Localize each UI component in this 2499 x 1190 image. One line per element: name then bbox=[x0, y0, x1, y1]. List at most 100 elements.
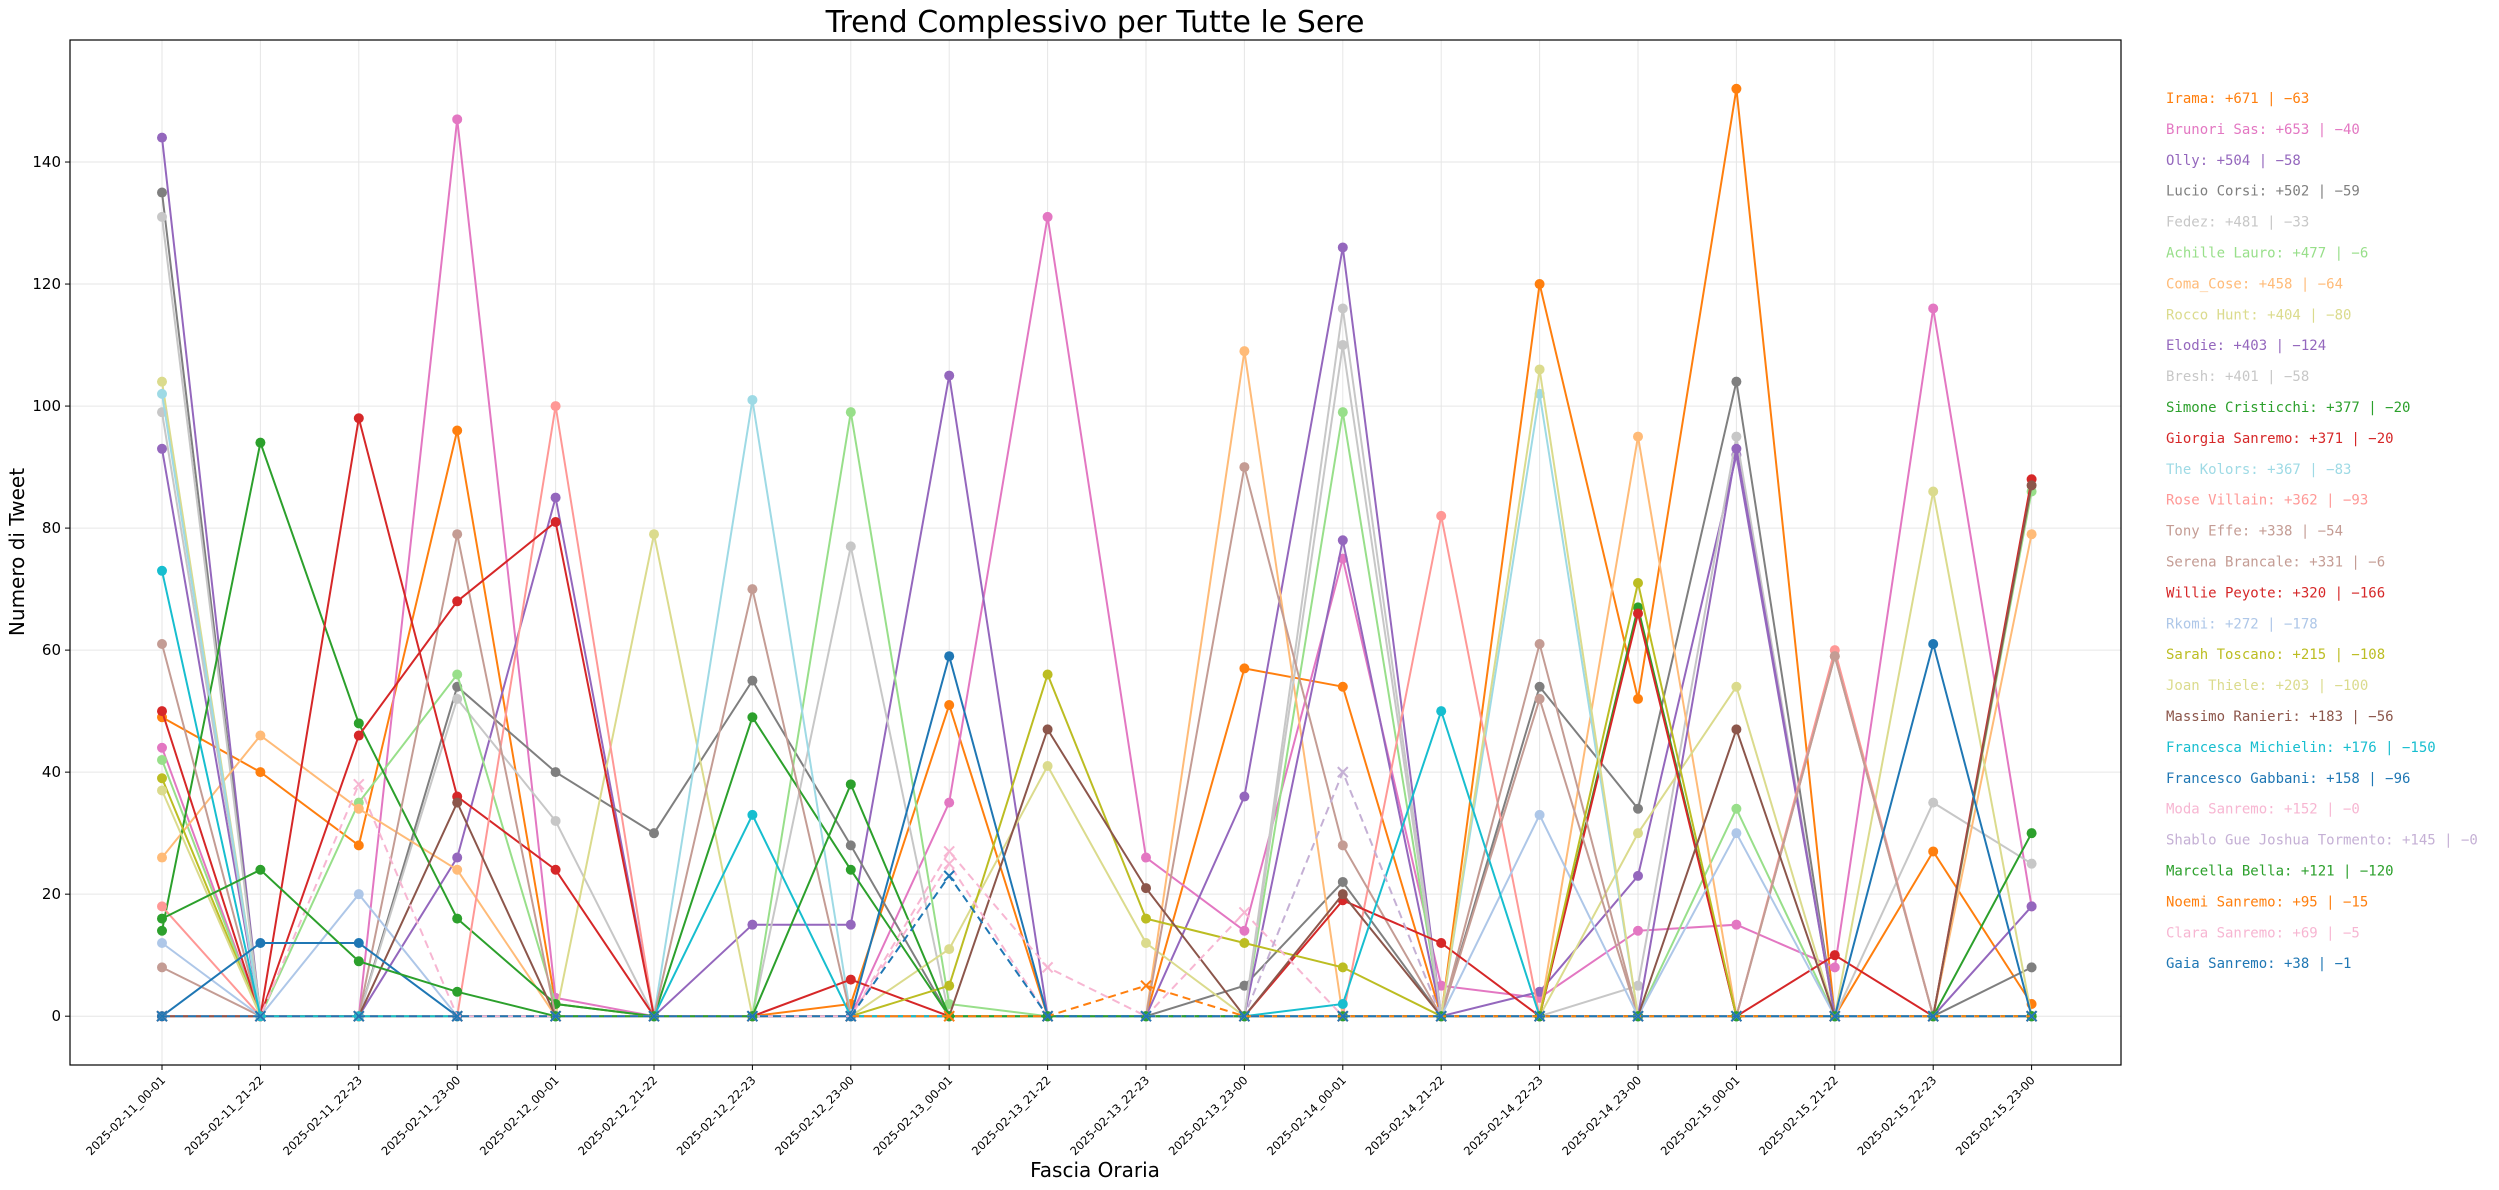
data-point bbox=[747, 712, 758, 723]
x-tick-label: 2025-02-14_23-00 bbox=[1559, 1073, 1644, 1158]
data-point bbox=[746, 1010, 759, 1022]
data-point bbox=[1337, 998, 1348, 1009]
data-point bbox=[2026, 529, 2037, 540]
data-point bbox=[648, 1010, 660, 1022]
data-point bbox=[1632, 1010, 1644, 1022]
data-point bbox=[452, 913, 463, 924]
data-point bbox=[1239, 346, 1250, 357]
series-line bbox=[161, 119, 2033, 1018]
data-point bbox=[1829, 651, 1840, 662]
data-point bbox=[1731, 681, 1742, 692]
series-line bbox=[161, 351, 2033, 1018]
data-point bbox=[845, 779, 856, 790]
series-the-kolors bbox=[157, 388, 2037, 1022]
data-point bbox=[845, 919, 856, 930]
series-line bbox=[162, 874, 2032, 1018]
data-point bbox=[157, 132, 167, 143]
series-lines bbox=[156, 83, 2038, 1022]
data-point bbox=[255, 437, 266, 448]
data-point bbox=[157, 211, 167, 222]
series-line bbox=[162, 984, 2032, 1018]
data-point bbox=[353, 730, 364, 741]
data-point bbox=[845, 974, 856, 985]
data-point bbox=[452, 425, 463, 436]
data-point bbox=[353, 718, 364, 729]
series-joan-thiele bbox=[157, 364, 2037, 1022]
data-point bbox=[1239, 663, 1250, 674]
data-point bbox=[1633, 693, 1643, 704]
data-point bbox=[944, 797, 955, 808]
data-point bbox=[747, 675, 758, 686]
data-point bbox=[254, 1010, 267, 1022]
data-point bbox=[1731, 376, 1742, 387]
legend-entry: Olly: +504 | −58 bbox=[2166, 153, 2301, 169]
data-point bbox=[452, 852, 463, 863]
data-point bbox=[157, 962, 167, 973]
data-point bbox=[550, 401, 561, 412]
data-point bbox=[1633, 870, 1643, 881]
data-point bbox=[1238, 1010, 1251, 1022]
series-line bbox=[162, 781, 2032, 1018]
data-point bbox=[353, 937, 364, 948]
legend: Irama: +671 | −63 Brunori Sas: +653 | −40… bbox=[2166, 91, 2478, 972]
series-line bbox=[162, 849, 2032, 1018]
data-point bbox=[157, 376, 167, 387]
data-point bbox=[157, 913, 167, 924]
legend-entry: Francesco Gabbani: +158 | −96 bbox=[2166, 771, 2410, 787]
x-tick-label: 2025-02-11_23-00 bbox=[378, 1073, 463, 1158]
data-point bbox=[549, 1010, 562, 1022]
legend-entry: Rkomi: +272 | −178 bbox=[2166, 616, 2318, 632]
series-line bbox=[162, 520, 2032, 1018]
series-line bbox=[161, 405, 2032, 1018]
data-point bbox=[1337, 962, 1348, 973]
data-point bbox=[452, 797, 463, 808]
data-point bbox=[1534, 279, 1545, 290]
series-moda-sanremo bbox=[156, 778, 2038, 1022]
data-point bbox=[1731, 919, 1742, 930]
series-fedez bbox=[157, 211, 2037, 1022]
legend-entry: Bresh: +401 | −58 bbox=[2166, 369, 2309, 385]
data-point bbox=[1042, 669, 1053, 680]
data-point bbox=[1239, 925, 1250, 936]
data-point bbox=[255, 730, 266, 741]
data-point bbox=[452, 864, 463, 875]
data-point bbox=[1337, 840, 1348, 851]
series-sarah-toscano bbox=[157, 578, 2037, 1022]
plot-frame bbox=[69, 39, 2122, 1066]
data-point bbox=[1239, 791, 1250, 802]
data-point bbox=[1140, 979, 1152, 992]
data-point bbox=[1633, 578, 1643, 589]
series-serena-brancale bbox=[157, 651, 2037, 1022]
data-point bbox=[157, 742, 167, 753]
series-line bbox=[161, 216, 2033, 1020]
data-point bbox=[1534, 986, 1545, 997]
legend-entry: Giorgia Sanremo: +371 | −20 bbox=[2166, 431, 2394, 447]
data-point bbox=[157, 785, 167, 796]
data-point bbox=[550, 815, 561, 826]
data-point bbox=[2026, 828, 2037, 839]
data-point bbox=[353, 889, 364, 900]
data-point bbox=[649, 529, 659, 540]
data-point bbox=[157, 443, 167, 454]
x-tick-label: 2025-02-12_22-23 bbox=[674, 1073, 759, 1158]
data-point bbox=[1239, 980, 1250, 991]
series-coma-cose bbox=[157, 346, 2037, 1022]
data-point bbox=[255, 767, 266, 778]
series-line bbox=[161, 418, 2033, 1018]
x-tick-label: 2025-02-15_00-01 bbox=[1658, 1073, 1743, 1158]
legend-entry: Achille Lauro: +477 | −6 bbox=[2166, 246, 2368, 262]
legend-entry: Clara Sanremo: +69 | −5 bbox=[2166, 925, 2360, 941]
data-point bbox=[353, 1010, 365, 1022]
y-tick-label: 140 bbox=[32, 153, 61, 171]
x-tick-label: 2025-02-13_23-00 bbox=[1166, 1073, 1251, 1158]
data-point bbox=[452, 986, 463, 997]
series-line bbox=[161, 137, 2033, 1019]
data-point bbox=[1041, 961, 1054, 974]
data-point bbox=[1041, 1010, 1054, 1022]
legend-entry: Simone Cristicchi: +377 | −20 bbox=[2166, 400, 2410, 416]
legend-entry: Gaia Sanremo: +38 | −1 bbox=[2166, 956, 2351, 972]
series-line bbox=[161, 412, 2033, 1019]
data-point bbox=[1337, 407, 1348, 418]
data-point bbox=[157, 925, 167, 936]
data-point bbox=[943, 870, 955, 882]
